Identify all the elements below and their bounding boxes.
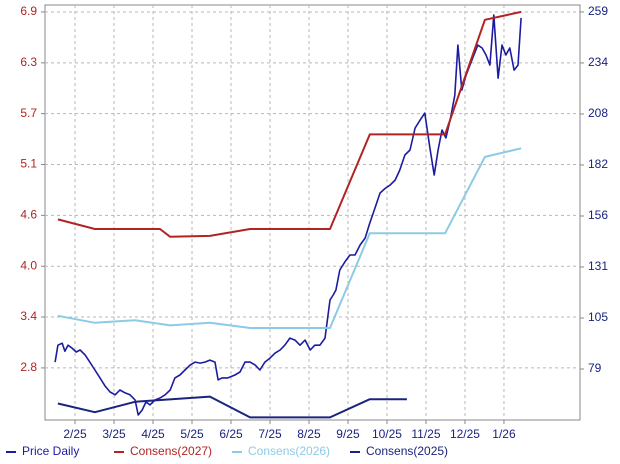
x-tick-label: 11/25	[411, 427, 440, 441]
x-tick-label: 1/26	[492, 427, 516, 441]
y2-tick-label: 208	[588, 106, 608, 120]
series-line	[57, 147, 522, 329]
x-tick-label: 8/25	[297, 427, 321, 441]
y-tick-label: 5.1	[20, 157, 37, 171]
series-line	[57, 395, 407, 419]
y2-tick-label: 234	[588, 55, 608, 69]
y2-tick-label: 182	[588, 157, 608, 171]
legend-label: Price Daily	[22, 444, 79, 458]
x-tick-label: 12/25	[450, 427, 480, 441]
x-tick-label: 9/25	[336, 427, 360, 441]
y-tick-label: 6.3	[20, 55, 37, 69]
y2-tick-label: 131	[588, 259, 608, 273]
legend-label: Consens(2026)	[248, 444, 330, 458]
series-line	[57, 10, 522, 238]
y-tick-label: 2.8	[20, 360, 37, 374]
y2-tick-label: 79	[588, 361, 602, 375]
x-tick-label: 10/25	[372, 427, 402, 441]
plot-area	[44, 4, 581, 421]
series-line	[54, 14, 522, 416]
y2-tick-label: 259	[588, 4, 608, 18]
y-tick-label: 4.6	[20, 208, 37, 222]
y-tick-label: 5.7	[20, 106, 37, 120]
legend-label: Consens(2027)	[130, 444, 212, 458]
x-tick-label: 5/25	[180, 427, 204, 441]
y-tick-label: 3.4	[20, 309, 37, 323]
x-tick-label: 6/25	[219, 427, 243, 441]
x-tick-label: 7/25	[258, 427, 282, 441]
y2-tick-label: 156	[588, 208, 608, 222]
legend-label: Consens(2025)	[366, 444, 448, 458]
y-tick-label: 6.9	[20, 4, 37, 18]
x-tick-label: 4/25	[141, 427, 165, 441]
x-tick-label: 2/25	[63, 427, 87, 441]
x-tick-label: 3/25	[102, 427, 126, 441]
y2-tick-label: 105	[588, 310, 608, 324]
y-tick-label: 4.0	[20, 258, 37, 272]
